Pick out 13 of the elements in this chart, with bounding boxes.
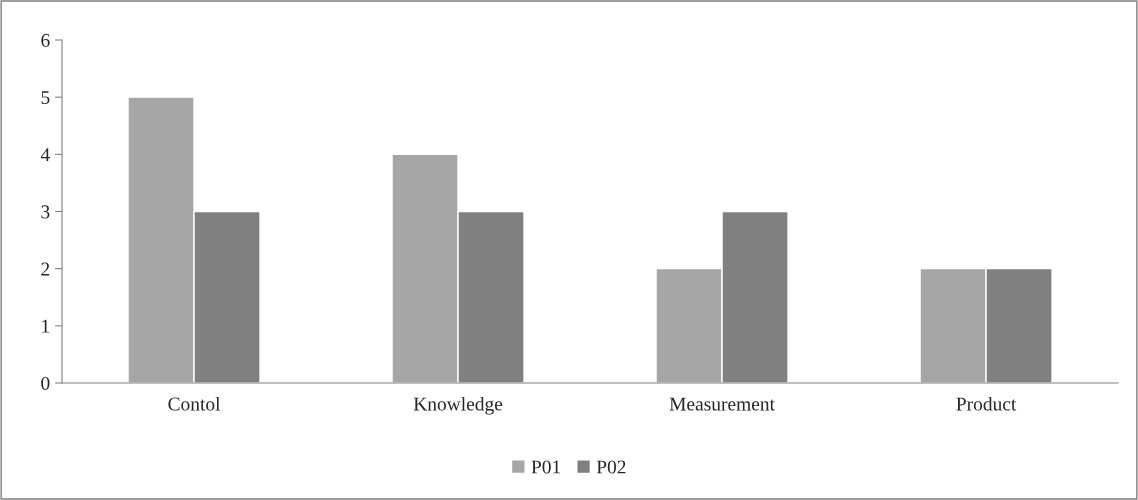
legend-label: P01 [531, 460, 561, 474]
y-tick-label: 1 [42, 319, 50, 333]
x-tick-label: Knowledge [413, 396, 503, 415]
y-tick-label: 0 [41, 376, 50, 390]
x-tick-label: Measurement [669, 397, 775, 411]
y-tick-label: 2 [41, 262, 50, 276]
y-tick-label: 3 [41, 205, 50, 219]
x-tick-label: Contol [168, 396, 221, 411]
x-tick-label: Product [956, 396, 1017, 411]
y-tick-label: 5 [41, 91, 50, 105]
y-tick-label: 4 [40, 148, 50, 162]
legend-label: P02 [596, 460, 626, 474]
y-tick-label: 6 [41, 33, 50, 47]
